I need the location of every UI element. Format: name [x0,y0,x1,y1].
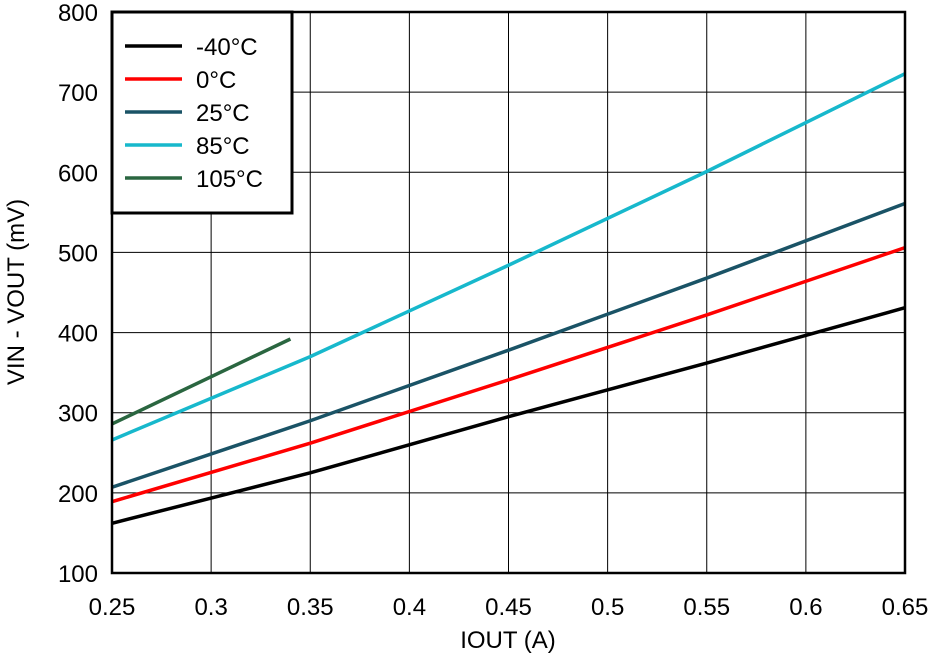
legend-label: 85°C [196,133,250,160]
x-tick-label: 0.55 [683,594,730,621]
y-axis-label: VIN - VOUT (mV) [3,199,30,385]
y-tick-label: 700 [58,80,98,107]
x-tick-label: 0.4 [393,594,426,621]
x-tick-label: 0.65 [882,594,929,621]
plot-frame [110,10,907,575]
y-tick-label: 500 [58,240,98,267]
legend: -40°C 0°C 25°C 85°C 105°C [110,10,294,215]
x-tick-label: 0.5 [591,594,624,621]
series-line-25c [111,201,906,489]
y-tick-label: 100 [58,561,98,588]
series-line-0c [111,245,906,504]
x-tick-labels: 0.25 0.3 0.35 0.4 0.45 0.5 0.55 0.6 0.65 [89,594,929,621]
x-tick-label: 0.25 [89,594,136,621]
x-tick-label: 0.3 [194,594,227,621]
y-tick-label: 200 [58,481,98,508]
x-tick-label: 0.6 [789,594,822,621]
legend-label: 25°C [196,100,250,127]
series-line-40c [111,306,906,526]
legend-label: -40°C [196,34,258,61]
x-axis-label: IOUT (A) [460,627,556,654]
legend-label: 0°C [196,67,236,94]
y-tick-label: 300 [58,401,98,428]
x-tick-label: 0.45 [485,594,532,621]
y-tick-label: 400 [58,321,98,348]
series-lines [111,72,906,526]
series-line-105c [111,337,292,426]
x-tick-label: 0.35 [287,594,334,621]
y-tick-label: 600 [58,160,98,187]
series-line-85c [111,72,906,442]
y-tick-label: 800 [58,0,98,27]
legend-label: 105°C [196,166,263,193]
y-tick-labels: 100 200 300 400 500 600 700 800 [58,0,98,588]
